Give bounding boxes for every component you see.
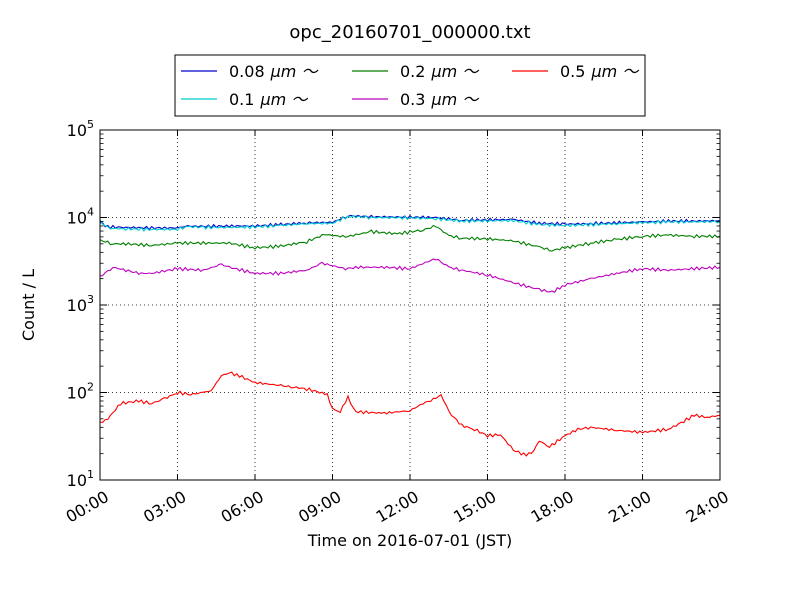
legend-unit: μm ～ xyxy=(270,62,320,81)
legend-value: 0.5 xyxy=(560,62,585,81)
legend-box xyxy=(174,54,646,117)
legend-value: 0.3 xyxy=(400,90,425,109)
y-tick-label-base: 10 xyxy=(67,121,87,140)
y-tick-label: 104 xyxy=(67,206,94,228)
series-line xyxy=(99,214,721,232)
x-tick-label: 12:00 xyxy=(373,487,422,527)
legend-label: 0.08 μm ～ xyxy=(229,62,319,81)
y-axis-label: Count / L xyxy=(19,269,38,341)
legend-label: 0.5 μm ～ xyxy=(560,62,640,81)
x-tick-label: 06:00 xyxy=(218,487,267,527)
x-tick-label: 00:00 xyxy=(63,487,112,527)
x-tick-label: 15:00 xyxy=(450,487,499,527)
x-tick-label: 18:00 xyxy=(528,487,577,527)
x-tick-label: 03:00 xyxy=(140,487,189,527)
legend-label: 0.2 μm ～ xyxy=(400,62,480,81)
legend-label: 0.3 μm ～ xyxy=(400,90,480,109)
x-axis-label: Time on 2016-07-01 (JST) xyxy=(307,531,512,550)
y-tick-label-base: 10 xyxy=(67,384,87,403)
legend-unit: μm ～ xyxy=(430,90,480,109)
grid xyxy=(100,130,720,480)
y-tick-label-exponent: 2 xyxy=(87,381,94,394)
legend-unit: μm ～ xyxy=(590,62,640,81)
chart-title: opc_20160701_000000.txt xyxy=(289,22,530,43)
y-tick-label-exponent: 5 xyxy=(87,118,94,131)
y-tick-label-exponent: 1 xyxy=(87,468,94,481)
x-tick-label: 21:00 xyxy=(605,487,654,527)
series-line xyxy=(99,224,721,252)
y-tick-label: 102 xyxy=(67,381,94,403)
series-layer xyxy=(99,214,721,457)
legend-unit: μm ～ xyxy=(430,62,480,81)
legend-value: 0.2 xyxy=(400,62,425,81)
y-tick-label-base: 10 xyxy=(67,296,87,315)
y-tick-label-base: 10 xyxy=(67,471,87,490)
series-line xyxy=(99,371,721,457)
y-tick-label: 101 xyxy=(67,468,94,490)
legend-value: 0.1 xyxy=(229,90,254,109)
x-tick-label: 09:00 xyxy=(295,487,344,527)
legend: 0.08 μm ～ 0.1 μm ～ 0.2 μm ～ 0.3 μm ～ 0.5 μm ～ xyxy=(174,54,646,117)
y-tick-label: 103 xyxy=(67,293,94,315)
y-tick-label-exponent: 4 xyxy=(87,206,94,219)
legend-value: 0.08 xyxy=(229,62,265,81)
y-tick-label-base: 10 xyxy=(67,209,87,228)
series-line xyxy=(99,258,721,294)
x-tick-label: 24:00 xyxy=(683,487,732,527)
y-tick-label: 105 xyxy=(67,118,94,140)
legend-label: 0.1 μm ～ xyxy=(229,90,309,109)
legend-unit: μm ～ xyxy=(259,90,309,109)
x-axis: 00:00 03:00 06:00 09:00 12:00 15:00 18:00 21:00… xyxy=(63,130,732,527)
y-tick-label-exponent: 3 xyxy=(87,293,94,306)
